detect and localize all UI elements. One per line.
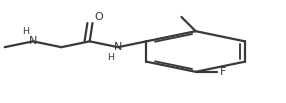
Text: N: N bbox=[29, 36, 37, 46]
Text: O: O bbox=[95, 12, 104, 22]
Text: N: N bbox=[114, 42, 122, 52]
Text: H: H bbox=[22, 27, 29, 36]
Text: F: F bbox=[220, 67, 226, 77]
Text: H: H bbox=[108, 53, 114, 62]
